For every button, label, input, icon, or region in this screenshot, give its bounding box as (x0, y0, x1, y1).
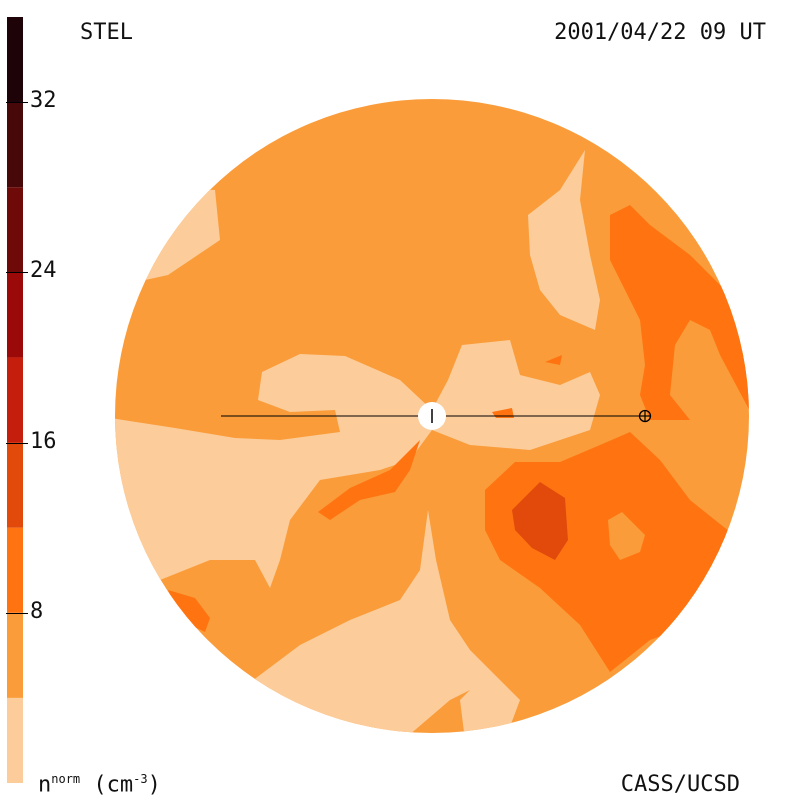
unit-superscript: -3 (133, 772, 148, 786)
colorbar-tick-label: 16 (30, 428, 57, 454)
credit-label: CASS/UCSD (620, 772, 740, 797)
contour-region-mid (610, 205, 749, 430)
colorbar-tick (6, 102, 28, 104)
contour-region-mid (318, 440, 420, 520)
colorbar (7, 17, 23, 783)
colorbar-tick (6, 442, 28, 444)
contour-region-low (240, 510, 520, 733)
colorbar-segment (7, 187, 23, 273)
contour-region-low (115, 340, 600, 620)
contour-region-pocket (608, 512, 645, 560)
colorbar-segment (7, 357, 23, 443)
contour-region-peak (512, 482, 568, 560)
colorbar-tick-label: 8 (30, 598, 44, 624)
colorbar-tick-label: 32 (30, 88, 57, 114)
earth-icon (638, 409, 652, 423)
contour-region-mid (168, 590, 210, 632)
source-label: STEL (80, 20, 133, 45)
quantity-superscript: norm (51, 772, 81, 786)
colorbar-segment (7, 17, 23, 103)
quantity-symbol: n (38, 772, 52, 798)
colorbar-segment (7, 612, 23, 698)
colorbar-segment (7, 272, 23, 358)
datetime-label: 2001/04/22 09 UT (554, 20, 766, 45)
colorbar-segment (7, 442, 23, 528)
unit-close: ) (147, 772, 161, 798)
unit-open: (cm (93, 772, 134, 798)
colorbar-segment (7, 527, 23, 613)
colorbar-segment (7, 697, 23, 783)
colorbar-tick (6, 612, 28, 614)
contour-region-low (528, 150, 600, 330)
colorbar-segment (7, 102, 23, 188)
colorbar-tick (6, 272, 28, 274)
quantity-label: nnorm (cm-3) (38, 772, 161, 797)
colorbar-tick-label: 24 (30, 258, 57, 284)
contour-region-mid (545, 355, 562, 365)
